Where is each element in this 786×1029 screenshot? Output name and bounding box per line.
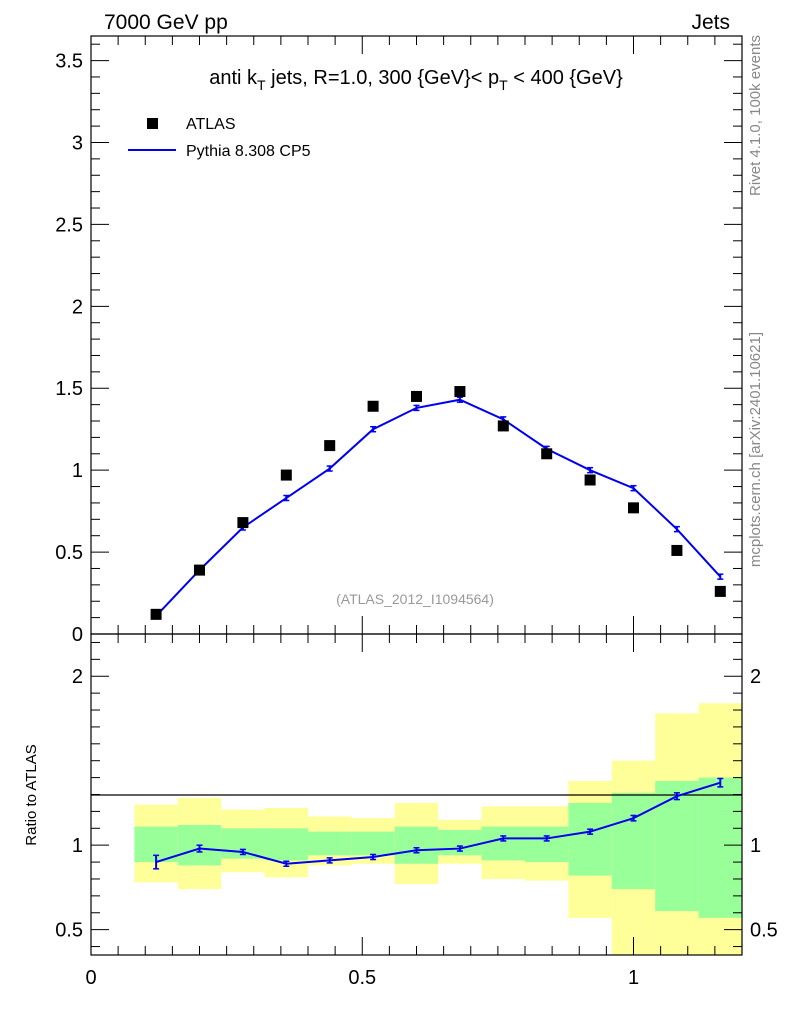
ratio-green-band (394, 826, 439, 864)
atlas-data-point (194, 564, 205, 576)
main-plot-frame (90, 35, 743, 635)
legend-atlas-marker (147, 118, 158, 129)
atlas-data-point (628, 502, 639, 514)
main-y-tick-label: 3.5 (55, 51, 83, 73)
atlas-data-point (541, 448, 553, 460)
ratio-green-band (655, 780, 699, 912)
ratio-green-band (611, 792, 656, 890)
analysis-label: (ATLAS_2012_I1094564) (336, 591, 494, 607)
atlas-data-point (411, 390, 422, 402)
atlas-data-point (324, 440, 336, 452)
ratio-y-tick-label-right: 2 (750, 666, 761, 688)
x-tick-label: 1 (628, 967, 639, 989)
ratio-y-tick-label-left: 2 (72, 666, 83, 688)
ratio-green-band (525, 826, 569, 863)
main-y-tick-label: 2 (72, 296, 83, 318)
x-tick-label: 0 (85, 967, 96, 989)
ratio-green-band (481, 826, 525, 861)
ratio-green-band (264, 828, 308, 861)
main-y-tick-label: 0 (72, 624, 83, 646)
ratio-plot-panel: 0.5 0.5 1 1 2 2 0 0.5 1 Ratio to ATLAS (23, 633, 778, 989)
mcplots-source-label: mcplots.cern.ch [arXiv:2401.10621] (747, 332, 764, 567)
ratio-green-band (308, 831, 352, 856)
collision-label: 7000 GeV pp (104, 11, 228, 34)
main-plot-panel: 0 0.5 1 1.5 2 2.5 3 3.5 anti kT jets, R=1.0, 30… (55, 35, 743, 646)
atlas-data-point (454, 386, 466, 398)
ratio-axis-label: Ratio to ATLAS (23, 744, 40, 845)
atlas-data-point (150, 608, 162, 620)
atlas-data-point (280, 469, 292, 481)
process-label: Jets (691, 11, 730, 34)
ratio-y-tick-label-right: 1 (750, 835, 761, 857)
ratio-y-tick-label-right: 0.5 (750, 920, 778, 942)
atlas-data-point (237, 517, 249, 529)
x-tick-label: 0.5 (348, 967, 376, 989)
atlas-data-point (671, 544, 683, 556)
main-y-tick-label: 3 (72, 132, 83, 154)
atlas-data-point (714, 585, 726, 597)
rivet-version-label: Rivet 4.1.0, 100k events (747, 35, 764, 196)
atlas-data-point (497, 420, 509, 432)
main-y-tick-label: 1.5 (55, 378, 83, 400)
main-y-tick-label: 1 (72, 460, 83, 482)
ratio-green-band (351, 831, 395, 856)
legend-pythia-label: Pythia 8.308 CP5 (186, 143, 311, 160)
ratio-pythia-line (155, 781, 721, 865)
main-y-tick-label: 2.5 (55, 214, 83, 236)
pythia-series-line (155, 398, 722, 617)
plot-title: anti kT jets, R=1.0, 300 {GeV}< pT < 400… (209, 67, 623, 93)
ratio-y-tick-label-left: 0.5 (55, 920, 83, 942)
ratio-green-band (698, 777, 742, 918)
main-y-tick-label: 0.5 (55, 542, 83, 564)
legend-atlas-label: ATLAS (186, 116, 236, 133)
atlas-data-point (584, 474, 596, 486)
ratio-y-tick-label-left: 1 (72, 835, 83, 857)
atlas-data-point (367, 400, 379, 412)
ratio-green-band (568, 802, 612, 876)
